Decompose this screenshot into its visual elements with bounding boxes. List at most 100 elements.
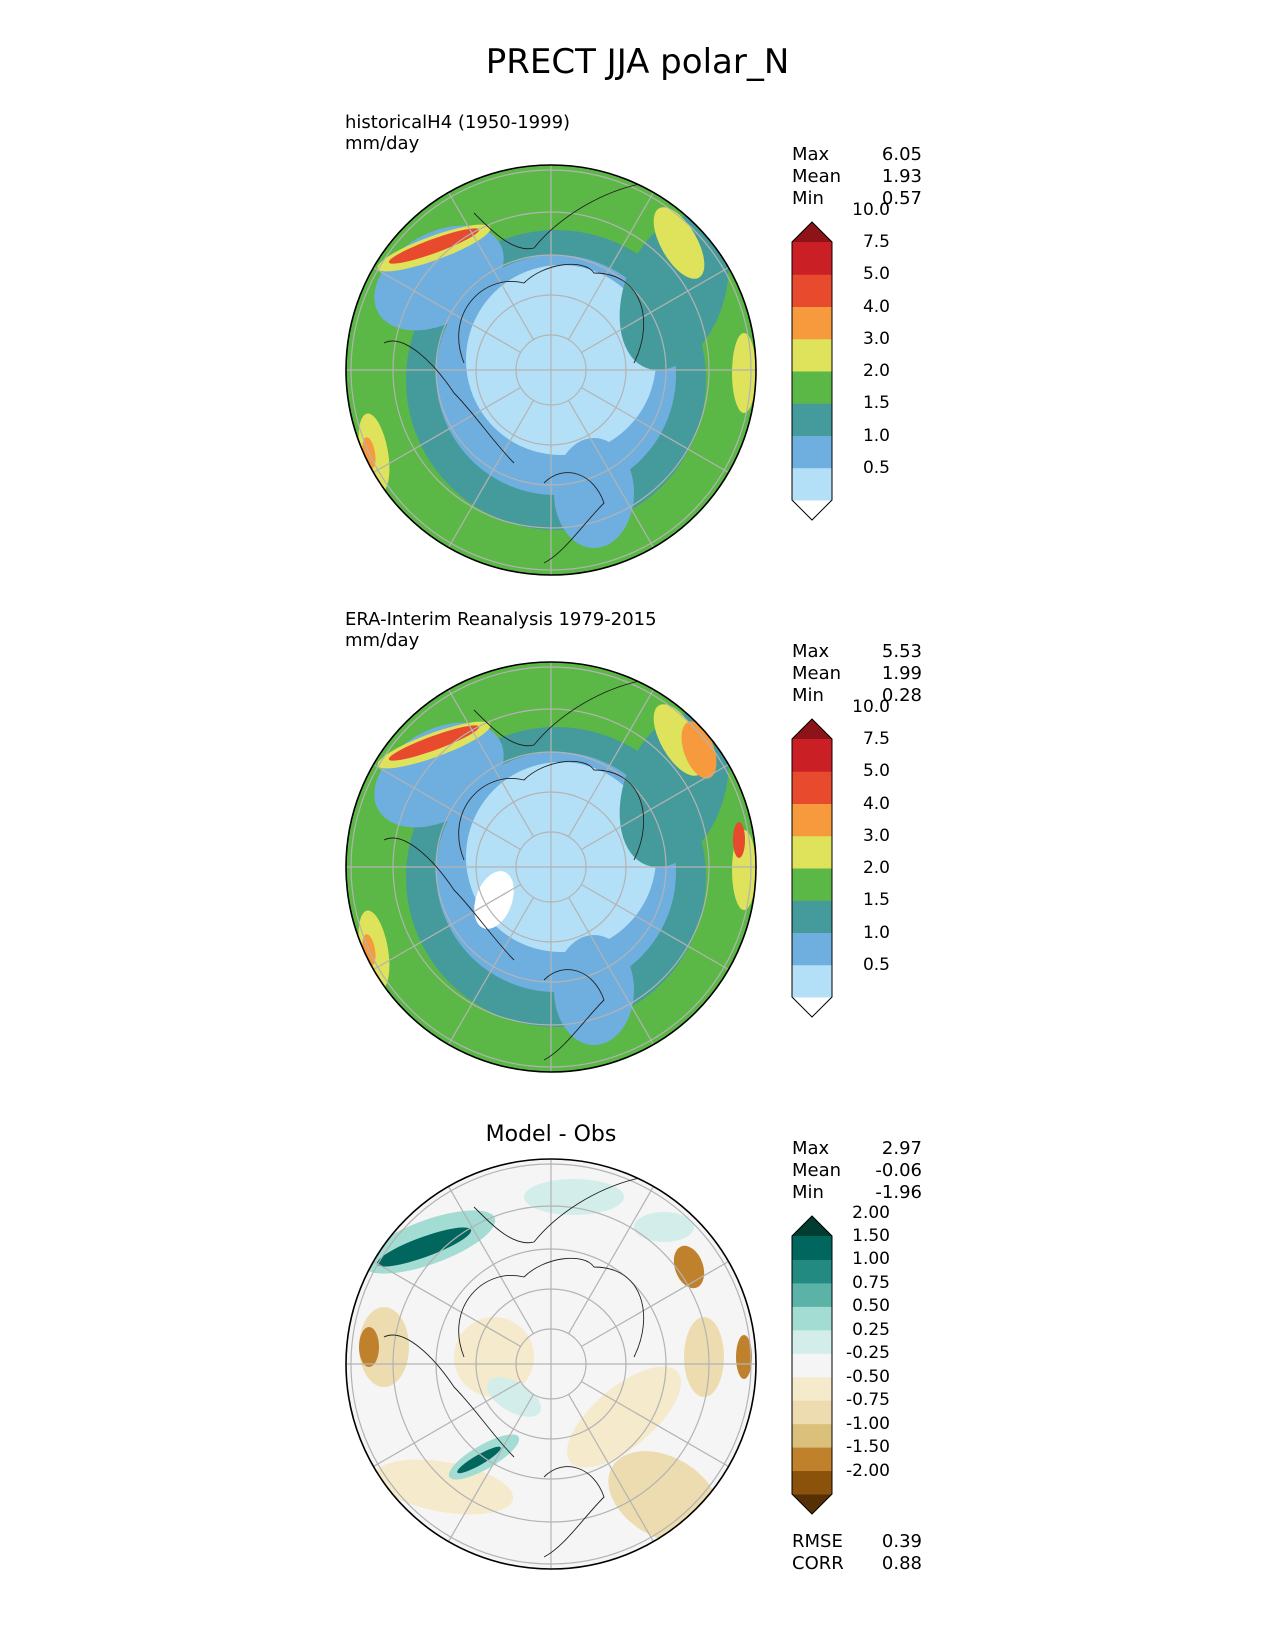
coastline-arc (458, 263, 645, 364)
diff-panel-title: Model - Obs (485, 1122, 617, 1147)
colorbar-tick-label: 1.0 (862, 425, 890, 446)
colorbar-extend-high (792, 719, 832, 739)
colorbar-tick-label: 4.0 (862, 793, 890, 814)
colorbar-tick-label: -1.50 (846, 1437, 890, 1458)
coastline-arc (543, 1466, 605, 1558)
diff-blob (634, 1212, 694, 1242)
colorbar-segment (792, 1353, 832, 1378)
colorbar-segment (792, 771, 832, 804)
colorbar-tick-label: 0.25 (852, 1319, 890, 1340)
colorbar-tick-label: 1.5 (862, 890, 890, 911)
figure-title: PRECT JJA polar_N (485, 42, 790, 82)
test-title-line-1: historicalH4 (1950-1999) (345, 112, 571, 133)
ref-title-line-2: mm/day (345, 630, 420, 651)
test-stat-mean: Mean 1.93 (792, 166, 922, 187)
colorbar-segment (792, 964, 832, 998)
colorbar-segment (792, 1400, 832, 1425)
diff-stat-max: Max 2.97 (792, 1138, 922, 1159)
colorbar-segment (792, 371, 832, 404)
test-panel-title: historicalH4 (1950-1999) mm/day (345, 112, 570, 154)
ref-colorbar (791, 718, 833, 1018)
test-polar-map (345, 164, 757, 576)
colorbar-tick-label: 3.0 (862, 825, 890, 846)
colorbar-segment (792, 274, 832, 307)
map-field (346, 165, 756, 575)
field-band (466, 265, 656, 455)
colorbar-tick-label: 0.5 (862, 954, 890, 975)
ref-polar-map (345, 661, 757, 1073)
ref-stats: Max 5.53 Mean 1.99 Min 0.28 (792, 641, 922, 707)
colorbar-tick-label: 10.0 (852, 696, 890, 717)
test-stat-min: Min 0.57 (792, 188, 922, 209)
colorbar-segment (792, 1423, 832, 1448)
diff-blob (736, 1335, 752, 1379)
test-colorbar (791, 221, 833, 521)
graticule (346, 1159, 756, 1569)
colorbar-tick-label: 1.0 (862, 922, 890, 943)
graticule (346, 165, 756, 575)
coastline-arc (458, 760, 645, 861)
diff-blob (457, 1446, 501, 1474)
map-field (346, 1159, 756, 1569)
colorbar-outline (791, 718, 833, 1018)
colorbar-segment (792, 1236, 832, 1260)
colorbar-tick-label: -0.50 (846, 1366, 890, 1387)
graticule (346, 662, 756, 1072)
field-blob (554, 935, 634, 1045)
colorbar-segment (792, 803, 832, 837)
colorbar-segment (792, 403, 832, 436)
colorbar-extend-low (792, 997, 832, 1017)
map-boundary (345, 661, 757, 1073)
field-streak (653, 207, 705, 279)
colorbar-segment (792, 338, 832, 372)
colorbar-tick-label: 4.0 (862, 296, 890, 317)
diff-stat-mean: Mean -0.06 (792, 1160, 922, 1181)
map-boundary (345, 1158, 757, 1570)
diff-colorbar (791, 1215, 833, 1515)
colorbar-extend-low (792, 1494, 832, 1514)
diff-blob (359, 1307, 409, 1387)
diff-blob (376, 1227, 472, 1267)
diff-blob (359, 1327, 379, 1367)
colorbar-extend-low (792, 500, 832, 520)
colorbar-segment (792, 932, 832, 966)
coastline-arc (473, 1176, 645, 1244)
colorbar-tick-label: -2.00 (846, 1460, 890, 1481)
colorbar-segment (792, 435, 832, 469)
coastline (383, 1176, 645, 1558)
colorbar-tick-label: 1.50 (852, 1226, 890, 1246)
colorbar-tick-label: 5.0 (862, 761, 890, 782)
colorbar-segment (792, 242, 832, 275)
ref-stat-max: Max 5.53 (792, 641, 922, 662)
colorbar-segment (792, 739, 832, 772)
map-boundary (345, 164, 757, 576)
field-streak (732, 333, 756, 413)
coastline-arc (383, 340, 515, 464)
coastline (383, 679, 645, 1061)
colorbar-segment (792, 1470, 832, 1495)
colorbar-segment (792, 467, 832, 501)
colorbar-segment (792, 1376, 832, 1401)
diff-blob (486, 1377, 542, 1417)
diff-metric-corr: CORR 0.88 (792, 1553, 922, 1574)
colorbar-tick-label: 2.00 (852, 1202, 890, 1223)
diff-metric-rmse: RMSE 0.39 (792, 1531, 922, 1552)
ref-title-line-1: ERA-Interim Reanalysis 1979-2015 (345, 609, 657, 630)
coastline-arc (383, 1334, 515, 1458)
diff-stat-min: Min -1.96 (792, 1182, 922, 1203)
field-streak (733, 822, 745, 858)
colorbar-tick-label: 2.0 (862, 361, 890, 381)
colorbar-tick-label: -1.00 (846, 1413, 890, 1434)
ref-panel-title: ERA-Interim Reanalysis 1979-2015 mm/day (345, 609, 657, 651)
colorbar-tick-label: 7.5 (862, 729, 890, 749)
colorbar-tick-label: 7.5 (862, 232, 890, 252)
colorbar-tick-label: 0.75 (852, 1272, 890, 1293)
map-field (346, 662, 756, 1072)
field-streak (388, 725, 480, 761)
colorbar-tick-label: 5.0 (862, 264, 890, 285)
coastline-arc (383, 837, 515, 961)
colorbar-tick-label: 2.0 (862, 858, 890, 878)
diff-polar-map (345, 1158, 757, 1570)
diff-blob (524, 1179, 624, 1215)
colorbar-segment (792, 900, 832, 933)
